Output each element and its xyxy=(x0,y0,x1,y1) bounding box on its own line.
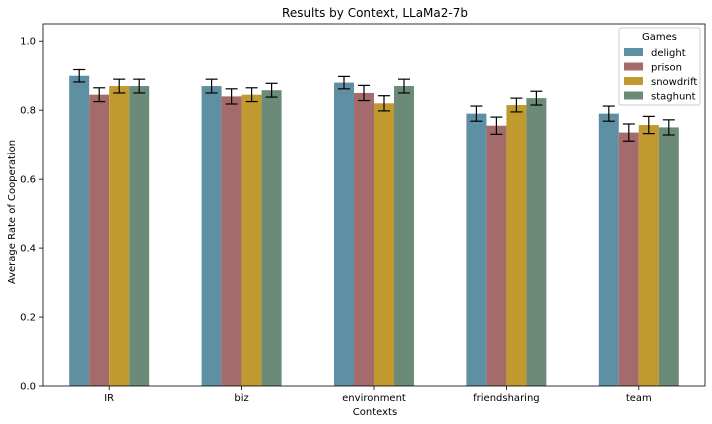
error-bar-staghunt-environment xyxy=(398,78,410,94)
error-bar-prison-team xyxy=(622,123,635,142)
error-bar-prison-environment xyxy=(358,84,370,102)
error-bar-prison-friendsharing xyxy=(490,116,503,135)
x-axis-title: Contexts xyxy=(353,407,397,418)
bar-prison-IR xyxy=(89,94,110,386)
bar-snowdrift-IR xyxy=(109,86,130,387)
bar-staghunt-environment xyxy=(394,86,414,387)
error-bar-snowdrift-team xyxy=(642,115,655,135)
legend: Games delight prison snowdrift staghunt xyxy=(618,27,701,106)
legend-swatch-staghunt xyxy=(624,91,643,100)
bar-prison-environment xyxy=(354,92,374,386)
legend-title: Games xyxy=(642,32,677,43)
bar-snowdrift-friendsharing xyxy=(506,105,527,387)
x-tick-label-friendsharing: friendsharing xyxy=(473,393,540,404)
legend-swatch-prison xyxy=(624,62,643,71)
bar-staghunt-team xyxy=(658,127,679,386)
error-bar-delight-biz xyxy=(205,78,218,94)
legend-box xyxy=(618,27,701,106)
plot-area: 0.0 0.2 0.4 0.6 0.8 1.0 IR biz environment friend… xyxy=(20,23,706,404)
x-tick-label-IR: IR xyxy=(104,393,114,404)
x-tick-label-environment: environment xyxy=(342,393,406,404)
error-bar-staghunt-biz xyxy=(265,82,278,98)
y-tick-label: 0.4 xyxy=(20,244,36,255)
legend-swatch-delight xyxy=(624,48,643,56)
error-bar-snowdrift-biz xyxy=(245,87,258,103)
bar-staghunt-friendsharing xyxy=(526,98,547,386)
legend-label-snowdrift: snowdrift xyxy=(651,77,697,88)
error-bar-delight-IR xyxy=(73,68,86,83)
bar-prison-team xyxy=(618,132,639,386)
bar-snowdrift-environment xyxy=(374,103,394,387)
x-tick-label-team: team xyxy=(626,393,652,404)
error-bar-staghunt-team xyxy=(662,119,675,136)
bar-prison-biz xyxy=(221,96,242,387)
bar-delight-team xyxy=(598,113,619,386)
legend-swatch-snowdrift xyxy=(624,77,643,85)
legend-label-prison: prison xyxy=(651,63,682,74)
bar-delight-IR xyxy=(69,75,90,386)
x-tick-label-biz: biz xyxy=(234,393,248,404)
y-axis-title: Average Rate of Cooperation xyxy=(7,140,18,284)
error-bar-snowdrift-environment xyxy=(378,95,390,112)
bar-delight-biz xyxy=(201,86,222,387)
y-tick-label: 0.6 xyxy=(20,175,36,186)
bar-delight-environment xyxy=(334,82,354,386)
bar-delight-friendsharing xyxy=(466,113,487,386)
bar-prison-friendsharing xyxy=(486,125,507,386)
y-tick-label: 0.0 xyxy=(20,382,36,393)
error-bar-snowdrift-IR xyxy=(113,78,126,94)
error-bar-snowdrift-friendsharing xyxy=(510,97,523,113)
chart-title: Results by Context, LLaMa2-7b xyxy=(282,6,468,20)
error-bar-staghunt-IR xyxy=(133,78,146,94)
legend-label-delight: delight xyxy=(651,48,686,59)
y-tick-label: 1.0 xyxy=(20,37,36,48)
error-bar-prison-IR xyxy=(93,87,106,103)
error-bar-delight-team xyxy=(602,105,615,122)
error-bar-delight-friendsharing xyxy=(470,105,483,122)
bar-staghunt-IR xyxy=(129,86,150,387)
error-bar-staghunt-friendsharing xyxy=(530,90,543,106)
error-bar-prison-biz xyxy=(225,88,238,105)
bar-staghunt-biz xyxy=(261,90,282,387)
y-tick-label: 0.8 xyxy=(20,106,36,117)
y-tick-label: 0.2 xyxy=(20,313,36,324)
bar-snowdrift-team xyxy=(638,125,659,387)
legend-label-staghunt: staghunt xyxy=(651,92,696,103)
error-bar-delight-environment xyxy=(338,75,350,90)
bar-snowdrift-biz xyxy=(241,94,262,386)
